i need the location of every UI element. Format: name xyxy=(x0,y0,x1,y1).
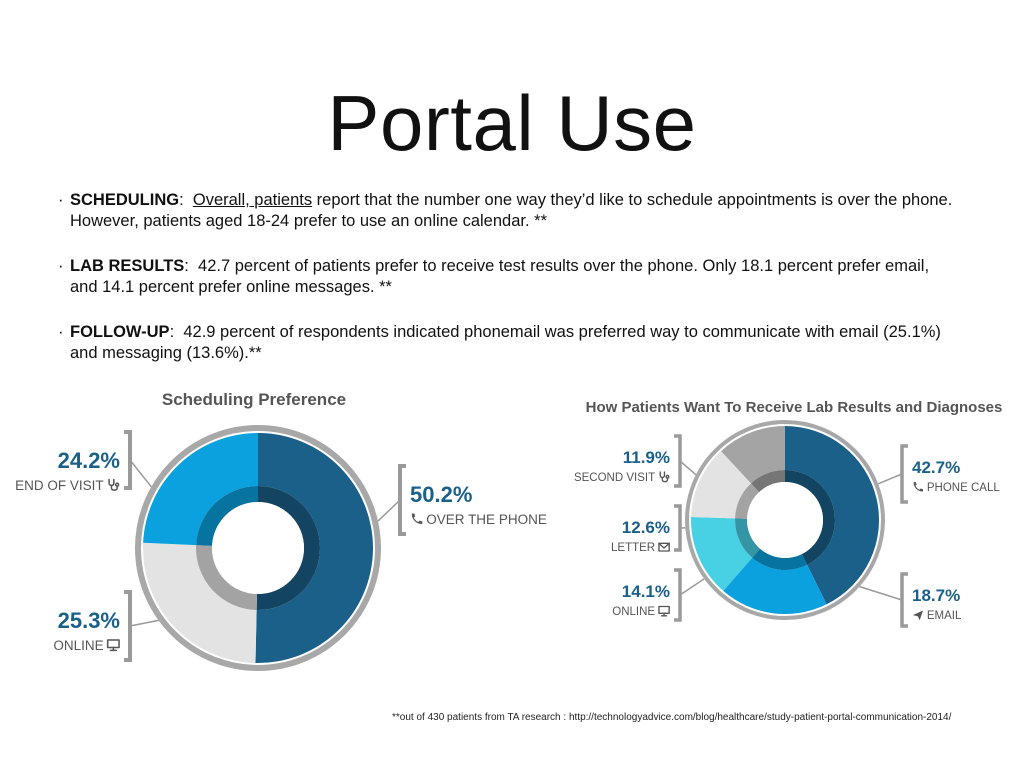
slice-percent: 11.9% xyxy=(623,448,670,467)
slice-4 xyxy=(721,426,785,484)
label-bracket xyxy=(124,590,132,662)
slice-label-4: 11.9% SECOND VISIT xyxy=(574,434,697,488)
chart-title: How Patients Want To Receive Lab Results… xyxy=(586,399,1003,416)
leader-line xyxy=(859,585,903,601)
bullet-underlined: Overall, patients xyxy=(192,191,313,209)
label-bracket xyxy=(674,434,682,488)
stethoscope-icon xyxy=(659,471,670,483)
slice-percent: 25.3% xyxy=(58,608,120,633)
slice-percent: 24.2% xyxy=(58,448,120,473)
slice-percent: 42.7% xyxy=(912,458,960,477)
leader-line xyxy=(877,473,903,485)
donut-hole xyxy=(747,482,823,558)
chart-title: Scheduling Preference xyxy=(162,390,346,409)
slice-1 xyxy=(142,542,257,663)
slice-2 xyxy=(691,517,753,591)
slice-label-0: 50.2% OVER THE PHONE xyxy=(377,464,547,536)
bullet-list: · SCHEDULING: Overall, patients report th… xyxy=(58,190,960,388)
slice-label-text: END OF VISIT xyxy=(15,478,104,493)
slice-label-text: ONLINE xyxy=(53,638,103,653)
leader-line xyxy=(129,459,152,488)
slice-label-text: PHONE CALL xyxy=(927,482,1000,494)
slice-label-text: EMAIL xyxy=(927,610,962,622)
slice-label-text: ONLINE xyxy=(612,606,655,618)
slice-label-text: SECOND VISIT xyxy=(574,472,655,484)
leader-line xyxy=(377,499,401,522)
slice-percent: 12.6% xyxy=(622,518,670,537)
slice-1 xyxy=(723,557,827,614)
slice-2 xyxy=(143,433,258,546)
phone-icon xyxy=(913,482,924,492)
donut-slices xyxy=(135,425,381,671)
slice-inner-1 xyxy=(195,545,257,610)
leader-line xyxy=(679,460,697,476)
bullet-dot: · xyxy=(58,191,64,209)
scheduling-preference-chart: Scheduling Preference 50.2% OVER THE PHON… xyxy=(15,390,547,671)
label-bracket xyxy=(900,444,908,504)
leader-line xyxy=(679,578,705,596)
label-bracket xyxy=(674,568,682,622)
bullet-text: report that the number one way they’d li… xyxy=(70,191,953,230)
slice-labels: 42.7% PHONE CALL 18.7% EMAIL 11.9% SECOND VIS… xyxy=(574,434,1000,628)
slide-title: Portal Use xyxy=(327,79,697,167)
donut-hole xyxy=(212,502,304,594)
donut-slices xyxy=(685,420,885,620)
slice-inner-0 xyxy=(256,486,320,610)
bullet-heading: LAB RESULTS xyxy=(70,257,185,275)
bullet-dot: · xyxy=(58,257,64,275)
slice-label-1: 18.7% EMAIL xyxy=(859,572,962,628)
slice-3 xyxy=(691,451,752,519)
slice-label-2: 14.1% ONLINE xyxy=(612,568,705,622)
slice-label-1: 25.3% ONLINE xyxy=(53,590,159,662)
lab-results-chart: How Patients Want To Receive Lab Results… xyxy=(574,399,1003,628)
slice-0 xyxy=(255,433,374,663)
bullet-heading: FOLLOW-UP xyxy=(70,323,170,341)
slice-inner-2 xyxy=(196,486,258,546)
envelope-icon xyxy=(658,542,670,552)
bullet-separator: : xyxy=(169,323,184,341)
bullet-separator: : xyxy=(184,257,199,275)
bullet-dot: · xyxy=(58,323,64,341)
donut-border xyxy=(135,425,381,671)
label-bracket xyxy=(398,464,406,536)
footnote: **out of 430 patients from TA research :… xyxy=(392,712,952,723)
slice-percent: 18.7% xyxy=(912,586,960,605)
bullet-text: 42.7 percent of patients prefer to recei… xyxy=(70,257,930,296)
send-icon xyxy=(912,610,924,621)
bullet-separator: : xyxy=(179,191,193,209)
slice-label-text: LETTER xyxy=(611,542,655,554)
slice-inner-3 xyxy=(735,483,760,519)
slice-label-2: 24.2% END OF VISIT xyxy=(15,430,152,493)
label-bracket xyxy=(674,504,682,552)
bullet-heading: SCHEDULING xyxy=(70,191,180,209)
slice-labels: 50.2% OVER THE PHONE 24.2% END OF VISIT 25.3… xyxy=(15,430,547,662)
phone-icon xyxy=(411,513,423,524)
label-bracket xyxy=(900,572,908,628)
bullet-scheduling: · SCHEDULING: Overall, patients report th… xyxy=(58,190,960,232)
slice-inner-1 xyxy=(752,548,808,570)
leader-line xyxy=(129,619,159,627)
slice-inner-4 xyxy=(751,470,785,493)
monitor-icon xyxy=(658,605,670,617)
slice-inner-0 xyxy=(785,470,835,565)
donut-border xyxy=(685,420,885,620)
monitor-icon xyxy=(106,639,120,652)
slice-label-text: OVER THE PHONE xyxy=(426,512,547,527)
bullet-follow-up: · FOLLOW-UP: 42.9 percent of respondents … xyxy=(58,322,960,364)
slice-percent: 50.2% xyxy=(410,482,472,507)
slice-label-3: 12.6% LETTER xyxy=(611,504,686,554)
slice-percent: 14.1% xyxy=(622,582,670,601)
bullet-lab-results: · LAB RESULTS: 42.7 percent of patients p… xyxy=(58,256,960,298)
slice-label-0: 42.7% PHONE CALL xyxy=(877,444,1000,504)
bullet-text: 42.9 percent of respondents indicated ph… xyxy=(70,323,941,362)
slice-0 xyxy=(785,426,879,605)
stethoscope-icon xyxy=(108,478,120,491)
label-bracket xyxy=(124,430,132,490)
slice-inner-2 xyxy=(735,518,761,558)
